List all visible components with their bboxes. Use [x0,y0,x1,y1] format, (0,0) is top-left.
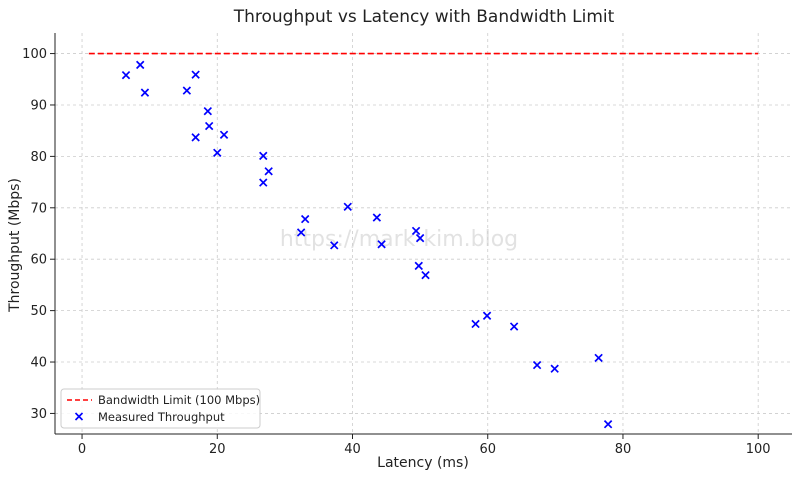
x-tick-label: 0 [78,442,86,457]
data-point [532,360,542,370]
x-tick-label: 100 [746,442,771,457]
data-point [296,228,306,237]
data-point [182,86,192,95]
y-tick-label: 30 [30,407,47,422]
measured-throughput-series [121,60,613,429]
data-point [191,70,200,79]
data-point [300,214,310,224]
legend: Bandwidth Limit (100 Mbps) Measured Thro… [60,388,261,429]
data-point [213,148,222,157]
y-tick-label: 80 [30,150,47,165]
watermark: https://mark-kim.blog [280,227,518,252]
data-point [343,202,352,211]
y-axis-label: Throughput (Mbps) [7,178,23,313]
data-point [471,319,480,329]
data-point [603,420,613,429]
x-ticks: 0 20 40 60 80 100 [78,434,771,457]
data-point [191,133,200,142]
x-tick-label: 80 [615,442,632,457]
data-point [219,130,229,139]
legend-measured-throughput-swatch [74,412,84,421]
data-point [264,167,273,176]
x-tick-label: 60 [479,442,496,457]
data-point [377,240,386,249]
data-point [259,178,268,187]
data-point [203,106,213,116]
data-point [204,121,214,131]
data-point [421,270,430,280]
y-tick-label: 70 [30,201,47,216]
grid [55,33,792,434]
legend-bandwidth-limit-label: Bandwidth Limit (100 Mbps) [98,393,260,407]
x-axis-label: Latency (ms) [377,455,469,471]
legend-measured-throughput-label: Measured Throughput [98,410,225,424]
x-tick-label: 40 [344,442,361,457]
data-point [482,311,492,320]
data-point [135,60,145,70]
x-tick-label: 20 [209,442,226,457]
data-point [550,364,559,373]
data-point [259,151,268,161]
data-point [372,213,382,222]
y-tick-label: 90 [30,98,47,113]
axes [54,33,792,435]
y-tick-label: 100 [22,47,47,62]
y-tick-label: 50 [30,304,47,319]
data-point [121,70,131,80]
data-point [509,322,519,331]
data-point [594,353,603,363]
y-tick-label: 40 [30,356,47,371]
y-tick-label: 60 [30,253,47,268]
data-point [140,88,150,97]
y-ticks: 30 40 50 60 70 80 90 100 [22,47,55,422]
data-point [411,226,421,236]
legend-box [60,388,261,429]
data-point [414,261,423,271]
data-point [330,241,339,250]
chart-title: Throughput vs Latency with Bandwidth Lim… [233,7,615,27]
data-point [415,233,425,243]
